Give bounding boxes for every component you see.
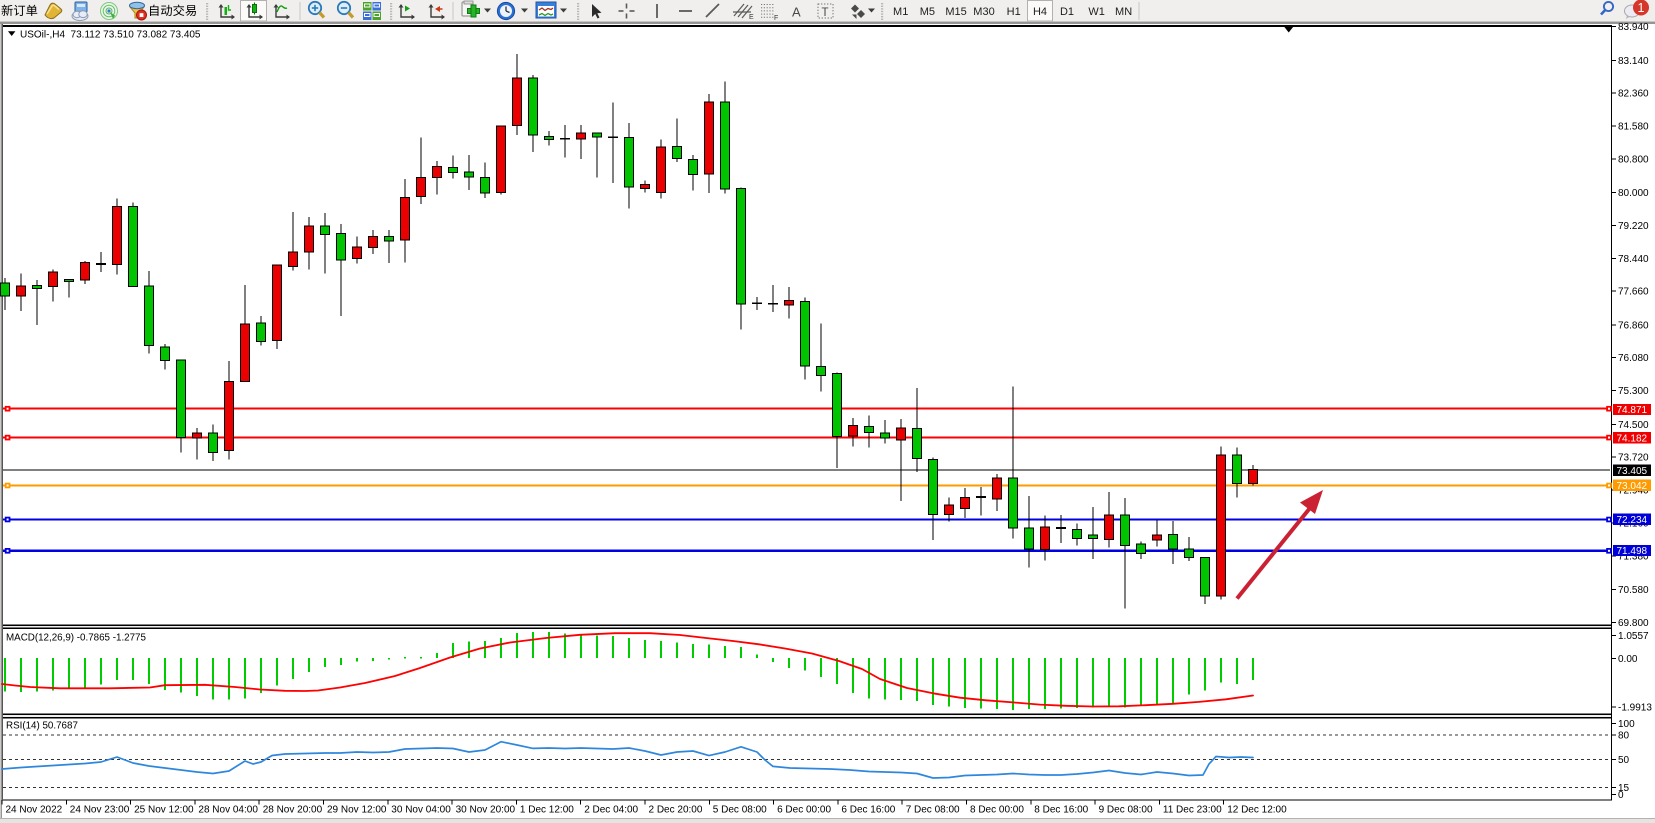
svg-text:30 Nov 04:00: 30 Nov 04:00 (391, 805, 451, 816)
svg-text:MN: MN (1115, 6, 1132, 18)
svg-text:7 Dec 08:00: 7 Dec 08:00 (906, 805, 960, 816)
svg-text:80: 80 (1618, 730, 1630, 741)
svg-text:5 Dec 08:00: 5 Dec 08:00 (713, 805, 767, 816)
svg-text:71.380: 71.380 (1618, 551, 1649, 562)
svg-text:1.0557: 1.0557 (1618, 631, 1649, 642)
svg-text:D1: D1 (1060, 6, 1074, 18)
svg-text:74.500: 74.500 (1618, 420, 1649, 431)
svg-text:83.940: 83.940 (1618, 22, 1649, 33)
svg-text:M5: M5 (920, 6, 935, 18)
svg-text:-1.9913: -1.9913 (1618, 702, 1652, 713)
svg-text:RSI(14) 50.7687: RSI(14) 50.7687 (6, 721, 78, 732)
svg-text:12 Dec 12:00: 12 Dec 12:00 (1227, 805, 1287, 816)
svg-text:E: E (749, 14, 754, 21)
svg-text:2 Dec 20:00: 2 Dec 20:00 (649, 805, 703, 816)
svg-text:T: T (822, 7, 829, 19)
svg-text:M15: M15 (945, 6, 966, 18)
svg-text:H4: H4 (1033, 6, 1047, 18)
svg-text:USOil-,H4 73.112 73.510 73.08: USOil-,H4 73.112 73.510 73.082 73.405 (20, 30, 201, 41)
svg-text:74.871: 74.871 (1617, 405, 1648, 416)
svg-text:81.580: 81.580 (1618, 122, 1649, 133)
svg-text:72.940: 72.940 (1618, 486, 1649, 497)
svg-text:76.860: 76.860 (1618, 320, 1649, 331)
svg-text:100: 100 (1618, 719, 1635, 730)
svg-text:28 Nov 04:00: 28 Nov 04:00 (198, 805, 258, 816)
svg-text:50: 50 (1618, 755, 1630, 766)
svg-text:73.042: 73.042 (1617, 481, 1648, 492)
svg-text:71.498: 71.498 (1617, 546, 1648, 557)
svg-text:8 Dec 16:00: 8 Dec 16:00 (1034, 805, 1088, 816)
svg-text:72.234: 72.234 (1617, 515, 1648, 526)
svg-text:83.140: 83.140 (1618, 56, 1649, 67)
svg-text:28 Nov 20:00: 28 Nov 20:00 (263, 805, 323, 816)
svg-text:A: A (792, 5, 801, 20)
svg-text:24 Nov 23:00: 24 Nov 23:00 (70, 805, 130, 816)
svg-text:0.00: 0.00 (1618, 654, 1638, 665)
svg-text:MACD(12,26,9) -0.7865 -1.2775: MACD(12,26,9) -0.7865 -1.2775 (6, 633, 147, 644)
svg-text:6 Dec 00:00: 6 Dec 00:00 (777, 805, 831, 816)
svg-text:29 Nov 12:00: 29 Nov 12:00 (327, 805, 387, 816)
svg-text:25 Nov 12:00: 25 Nov 12:00 (134, 805, 194, 816)
svg-text:2 Dec 04:00: 2 Dec 04:00 (584, 805, 638, 816)
svg-text:11 Dec 23:00: 11 Dec 23:00 (1163, 805, 1222, 816)
svg-text:70.580: 70.580 (1618, 585, 1649, 596)
svg-text:M1: M1 (893, 6, 908, 18)
svg-text:M30: M30 (973, 6, 994, 18)
svg-text:75.300: 75.300 (1618, 386, 1649, 397)
svg-text:78.440: 78.440 (1618, 254, 1649, 265)
svg-text:79.220: 79.220 (1618, 221, 1649, 232)
svg-text:9 Dec 08:00: 9 Dec 08:00 (1099, 805, 1153, 816)
svg-text:1: 1 (1638, 1, 1645, 15)
svg-text:15: 15 (1618, 783, 1630, 794)
svg-text:73.720: 73.720 (1618, 453, 1649, 464)
svg-text:80.800: 80.800 (1618, 154, 1649, 165)
svg-text:69.800: 69.800 (1618, 618, 1649, 629)
svg-text:H1: H1 (1007, 6, 1021, 18)
svg-text:77.660: 77.660 (1618, 287, 1649, 298)
svg-text:30 Nov 20:00: 30 Nov 20:00 (456, 805, 516, 816)
svg-text:F: F (774, 15, 778, 22)
svg-text:73.405: 73.405 (1617, 466, 1648, 477)
svg-text:82.360: 82.360 (1618, 89, 1649, 100)
svg-text:24 Nov 2022: 24 Nov 2022 (6, 805, 63, 816)
svg-text:6 Dec 16:00: 6 Dec 16:00 (841, 805, 895, 816)
svg-text:8 Dec 00:00: 8 Dec 00:00 (970, 805, 1024, 816)
svg-text:W1: W1 (1088, 6, 1105, 18)
svg-text:74.182: 74.182 (1617, 433, 1648, 444)
svg-text:1 Dec 12:00: 1 Dec 12:00 (520, 805, 574, 816)
svg-text:76.080: 76.080 (1618, 353, 1649, 364)
svg-text:80.000: 80.000 (1618, 188, 1649, 199)
svg-text:0: 0 (1618, 790, 1624, 801)
